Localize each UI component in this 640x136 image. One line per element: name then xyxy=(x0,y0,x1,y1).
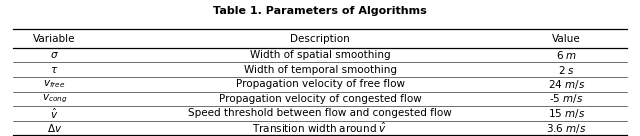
Text: Transition width around $\hat{v}$: Transition width around $\hat{v}$ xyxy=(252,121,388,135)
Text: $\mathit{v_{cong}}$: $\mathit{v_{cong}}$ xyxy=(42,93,67,105)
Text: $\sigma$: $\sigma$ xyxy=(50,50,59,60)
Text: Variable: Variable xyxy=(33,34,76,44)
Text: 3.6 $\it{m/s}$: 3.6 $\it{m/s}$ xyxy=(546,122,587,135)
Text: Propagation velocity of free flow: Propagation velocity of free flow xyxy=(236,79,404,89)
Text: Propagation velocity of congested flow: Propagation velocity of congested flow xyxy=(219,94,421,104)
Text: Width of temporal smoothing: Width of temporal smoothing xyxy=(243,65,397,75)
Text: Description: Description xyxy=(290,34,350,44)
Text: $\Delta v$: $\Delta v$ xyxy=(47,122,62,134)
Text: Width of spatial smoothing: Width of spatial smoothing xyxy=(250,50,390,60)
Text: -5 $\it{m/s}$: -5 $\it{m/s}$ xyxy=(549,92,584,105)
Text: 6 $\it{m}$: 6 $\it{m}$ xyxy=(556,49,577,61)
Text: Speed threshold between flow and congested flow: Speed threshold between flow and congest… xyxy=(188,108,452,118)
Text: 2 $\it{s}$: 2 $\it{s}$ xyxy=(558,64,575,76)
Text: Table 1. Parameters of Algorithms: Table 1. Parameters of Algorithms xyxy=(213,6,427,16)
Text: $\tau$: $\tau$ xyxy=(51,65,58,75)
Text: $\hat{v}$: $\hat{v}$ xyxy=(51,106,58,121)
Text: 15 $\it{m/s}$: 15 $\it{m/s}$ xyxy=(548,107,585,120)
Text: Value: Value xyxy=(552,34,580,44)
Text: $\mathit{v_{free}}$: $\mathit{v_{free}}$ xyxy=(44,78,65,90)
Text: 24 $\it{m/s}$: 24 $\it{m/s}$ xyxy=(548,78,585,91)
